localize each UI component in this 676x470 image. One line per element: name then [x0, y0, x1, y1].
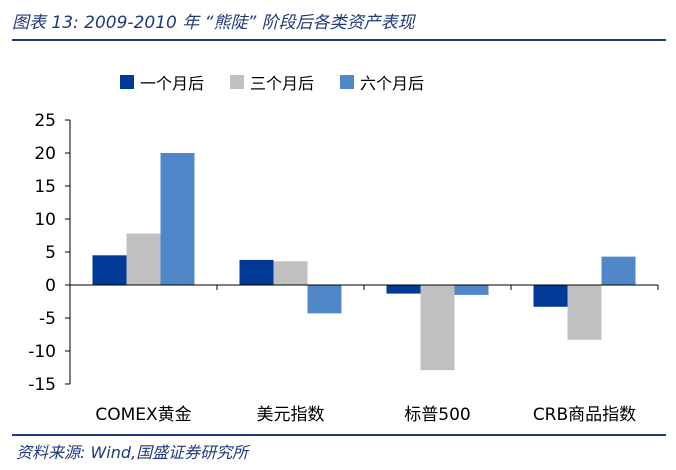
bar	[601, 256, 636, 285]
legend: 一个月后 三个月后 六个月后	[120, 70, 424, 94]
legend-item-3m: 三个月后	[230, 70, 314, 94]
source-note: 资料来源: Wind,国盛证券研究所	[16, 443, 249, 462]
x-tick-label: CRB商品指数	[533, 405, 636, 425]
y-tick-label: 20	[34, 144, 56, 164]
x-tick-label: 美元指数	[257, 405, 325, 425]
y-tick-label: 0	[45, 276, 56, 296]
bar	[92, 255, 127, 285]
y-tick-label: 5	[45, 243, 56, 263]
bar	[239, 259, 274, 285]
bar	[567, 285, 602, 340]
bar	[533, 285, 568, 307]
y-tick-label: -5	[39, 309, 56, 329]
legend-label-1m: 一个月后	[140, 74, 205, 93]
bar	[273, 261, 308, 285]
bar	[420, 285, 455, 371]
y-tick-label: 15	[34, 177, 56, 197]
x-tick-label: 标普500	[404, 405, 470, 425]
legend-swatch-1m	[120, 75, 134, 89]
title-rule	[12, 39, 666, 41]
y-tick-label: -10	[28, 342, 56, 362]
legend-label-6m: 六个月后	[360, 74, 425, 93]
y-tick-label: 25	[34, 111, 56, 131]
bar	[307, 285, 342, 314]
y-tick-label: -15	[28, 375, 56, 395]
bar	[126, 233, 161, 285]
legend-swatch-3m	[230, 75, 245, 89]
chart-title: 图表 13: 2009-2010 年 “熊陡” 阶段后各类资产表现	[12, 13, 415, 33]
legend-label-3m: 三个月后	[250, 74, 315, 93]
bar	[160, 153, 195, 285]
legend-item-1m: 一个月后	[120, 70, 204, 94]
source-rule	[12, 434, 666, 436]
bar	[386, 285, 421, 294]
bar	[454, 285, 489, 295]
legend-swatch-6m	[340, 75, 355, 89]
legend-item-6m: 六个月后	[340, 70, 424, 94]
y-tick-label: 10	[34, 210, 56, 230]
x-tick-label: COMEX黄金	[95, 405, 191, 425]
